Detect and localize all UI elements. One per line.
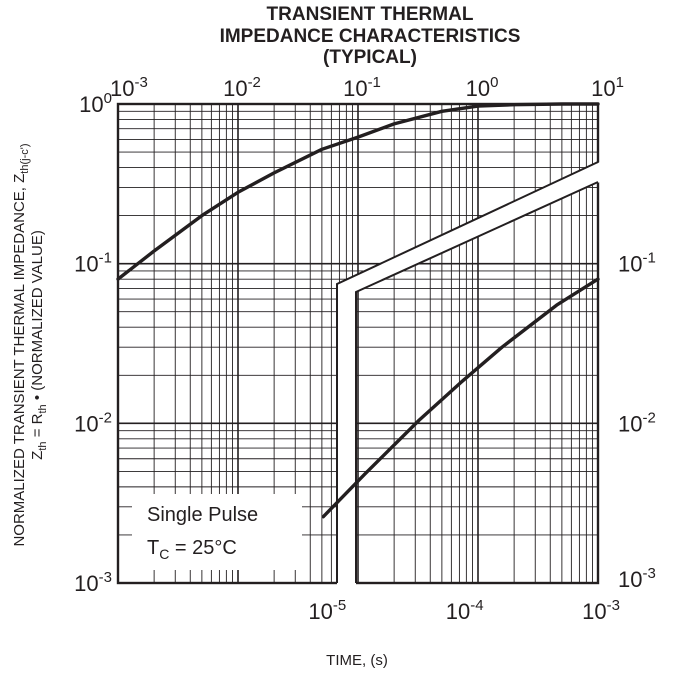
y-left-tick-label-base: 10 [74, 411, 98, 436]
annotation-line-2: TC = 25°C [147, 537, 237, 562]
annotation-t-sub: C [159, 546, 169, 562]
x-bottom-tick-label-base: 10 [446, 599, 470, 624]
y-axis-eq: = R [29, 413, 46, 441]
annotation-value: = 25°C [169, 537, 236, 559]
y-right-tick-label-exponent: -3 [642, 565, 655, 582]
y-axis-label-line-1: NORMALIZED TRANSIENT THERMAL IMPEDANCE, … [11, 143, 31, 546]
y-right-tick-label-base: 10 [618, 567, 642, 592]
x-top-tick-label-base: 10 [343, 76, 367, 101]
x-top-tick-label-exponent: -1 [368, 74, 381, 91]
y-right-tick-label-base: 10 [618, 411, 642, 436]
y-left-tick-label-base: 10 [74, 252, 98, 277]
y-axis-r-sub: th [37, 404, 49, 413]
single-pulse-annotation: Single Pulse TC = 25°C [132, 494, 302, 570]
tick-labels: 10-3 10-2 10-1 100 10110010-110-210-310-110-… [74, 74, 656, 624]
x-top-tick-label-base: 10 [223, 76, 247, 101]
chart-title-line-2: IMPEDANCE CHARACTERISTICS [220, 26, 521, 47]
chart-title-line-3: (TYPICAL) [323, 47, 417, 68]
y-right-tick-label: 10-1 [618, 250, 656, 277]
y-axis-z-sub: th [37, 441, 49, 450]
x-bottom-tick-label-base: 10 [582, 599, 606, 624]
x-bottom-tick-label-exponent: -5 [333, 597, 346, 614]
y-right-tick-label-exponent: -1 [642, 250, 655, 267]
x-top-tick-label: 10-1 [343, 74, 381, 101]
y-right-tick-label: 10-2 [618, 409, 656, 436]
x-bottom-tick-label: 10-5 [308, 597, 346, 624]
y-axis-label-sub: th(j-c') [19, 143, 31, 173]
x-bottom-tick-label-base: 10 [308, 599, 332, 624]
series-upper-curve [116, 102, 600, 281]
x-bottom-tick-label: 10-4 [446, 597, 484, 624]
x-axis-label: TIME, (s) [326, 652, 388, 669]
x-top-tick-label-base: 10 [591, 76, 615, 101]
y-left-tick-label-exponent: -1 [99, 250, 112, 267]
y-axis-label-line-2: Zth = Rth • (NORMALIZED VALUE) [29, 230, 49, 460]
x-top-tick-label: 101 [591, 74, 624, 101]
x-bottom-tick-label-exponent: -3 [607, 597, 620, 614]
y-left-tick-label-base: 10 [79, 92, 103, 117]
x-top-tick-label: 10-3 [110, 74, 148, 101]
y-left-tick-label: 100 [79, 90, 112, 117]
y-axis-label-text: NORMALIZED TRANSIENT THERMAL IMPEDANCE, … [11, 174, 28, 547]
y-right-tick-label: 10-3 [618, 565, 656, 592]
x-top-tick-label: 10-2 [223, 74, 261, 101]
x-top-tick-label-exponent: 1 [616, 74, 624, 91]
x-top-tick-label-exponent: -2 [248, 74, 261, 91]
y-right-tick-label-exponent: -2 [642, 409, 655, 426]
series-lower-curve [321, 277, 600, 519]
y-axis-rest: • (NORMALIZED VALUE) [29, 230, 46, 404]
x-top-tick-label-base: 10 [110, 76, 134, 101]
x-top-tick-label-base: 10 [466, 76, 490, 101]
y-left-tick-label-exponent: -2 [99, 409, 112, 426]
x-bottom-tick-label: 10-3 [582, 597, 620, 624]
y-left-tick-label: 10-3 [74, 569, 112, 596]
y-left-tick-label-base: 10 [74, 571, 98, 596]
curves [116, 102, 600, 519]
chart-title-line-1: TRANSIENT THERMAL [267, 4, 474, 25]
y-right-tick-label-base: 10 [618, 252, 642, 277]
axis-break-band [337, 162, 600, 585]
x-top-tick-label-exponent: 0 [490, 74, 498, 91]
annotation-t: T [147, 537, 159, 559]
annotation-background [132, 494, 302, 570]
axis-break-edge [355, 181, 599, 583]
x-bottom-tick-label-exponent: -4 [470, 597, 483, 614]
annotation-line-1: Single Pulse [147, 504, 258, 526]
y-left-tick-label-exponent: -3 [99, 569, 112, 586]
plot-frame [116, 102, 600, 585]
y-axis-z: Z [29, 451, 46, 460]
y-left-tick-label: 10-2 [74, 409, 112, 436]
x-top-tick-label: 100 [466, 74, 499, 101]
y-left-tick-label: 10-1 [74, 250, 112, 277]
y-left-tick-label-exponent: 0 [104, 90, 112, 107]
x-top-tick-label-exponent: -3 [134, 74, 147, 91]
axis-break-edge [336, 161, 599, 583]
